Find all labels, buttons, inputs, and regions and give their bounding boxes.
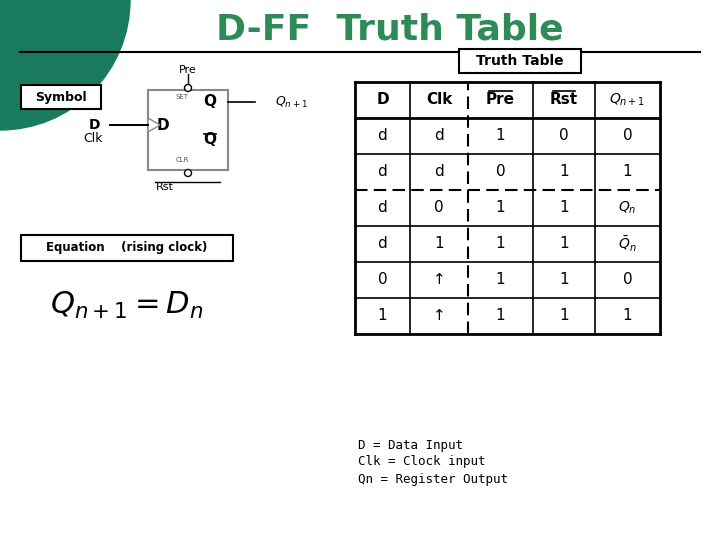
Text: 1: 1 xyxy=(559,165,569,179)
Text: D = Data Input: D = Data Input xyxy=(358,438,463,451)
Text: Qn = Register Output: Qn = Register Output xyxy=(358,472,508,485)
Text: 0: 0 xyxy=(559,129,569,144)
Text: ↑: ↑ xyxy=(433,308,446,323)
Text: $Q_{n+1}$: $Q_{n+1}$ xyxy=(609,92,646,108)
Text: d: d xyxy=(434,165,444,179)
Text: $\bar{Q}_n$: $\bar{Q}_n$ xyxy=(618,234,636,254)
Text: 1: 1 xyxy=(495,200,505,215)
Text: Q: Q xyxy=(204,132,217,147)
FancyBboxPatch shape xyxy=(148,90,228,170)
Text: 1: 1 xyxy=(495,273,505,287)
Text: 1: 1 xyxy=(623,165,632,179)
Text: d: d xyxy=(377,200,387,215)
Text: 1: 1 xyxy=(495,129,505,144)
Text: D: D xyxy=(89,118,101,132)
Text: Clk = Clock input: Clk = Clock input xyxy=(358,456,485,469)
Text: Clk: Clk xyxy=(84,132,103,145)
Text: Rst: Rst xyxy=(550,92,578,107)
Text: 0: 0 xyxy=(434,200,444,215)
Text: 1: 1 xyxy=(559,200,569,215)
Text: 1: 1 xyxy=(495,237,505,252)
Text: $Q_{n+1} = D_n$: $Q_{n+1} = D_n$ xyxy=(50,289,204,321)
Text: 1: 1 xyxy=(434,237,444,252)
Polygon shape xyxy=(148,118,160,132)
FancyBboxPatch shape xyxy=(459,49,581,73)
Text: d: d xyxy=(377,129,387,144)
Text: D: D xyxy=(376,92,389,107)
Text: $Q_n$: $Q_n$ xyxy=(618,200,636,216)
Text: D: D xyxy=(157,118,169,132)
Text: D-FF  Truth Table: D-FF Truth Table xyxy=(216,13,564,47)
Text: 0: 0 xyxy=(623,273,632,287)
Text: Rst: Rst xyxy=(156,182,174,192)
FancyBboxPatch shape xyxy=(21,85,101,109)
Text: Q: Q xyxy=(204,94,217,110)
Text: Pre: Pre xyxy=(179,65,197,75)
Text: 1: 1 xyxy=(559,273,569,287)
Circle shape xyxy=(184,170,192,177)
Text: 1: 1 xyxy=(559,237,569,252)
Text: SET: SET xyxy=(176,94,189,100)
Text: 1: 1 xyxy=(378,308,387,323)
Text: Equation    (rising clock): Equation (rising clock) xyxy=(46,241,207,254)
Text: Truth Table: Truth Table xyxy=(476,54,564,68)
FancyBboxPatch shape xyxy=(21,235,233,261)
Text: Symbol: Symbol xyxy=(35,91,87,104)
Circle shape xyxy=(184,84,192,91)
Text: 0: 0 xyxy=(623,129,632,144)
Text: 1: 1 xyxy=(623,308,632,323)
Text: 0: 0 xyxy=(495,165,505,179)
Circle shape xyxy=(0,0,120,100)
Text: 1: 1 xyxy=(559,308,569,323)
Text: 0: 0 xyxy=(378,273,387,287)
Text: d: d xyxy=(434,129,444,144)
Circle shape xyxy=(0,0,130,130)
Text: 1: 1 xyxy=(495,308,505,323)
Text: d: d xyxy=(377,165,387,179)
Text: ↑: ↑ xyxy=(433,273,446,287)
Text: Pre: Pre xyxy=(486,92,515,107)
Text: Clk: Clk xyxy=(426,92,452,107)
Text: d: d xyxy=(377,237,387,252)
Text: CLR: CLR xyxy=(175,157,189,163)
Text: $Q_{n+1}$: $Q_{n+1}$ xyxy=(275,94,308,110)
